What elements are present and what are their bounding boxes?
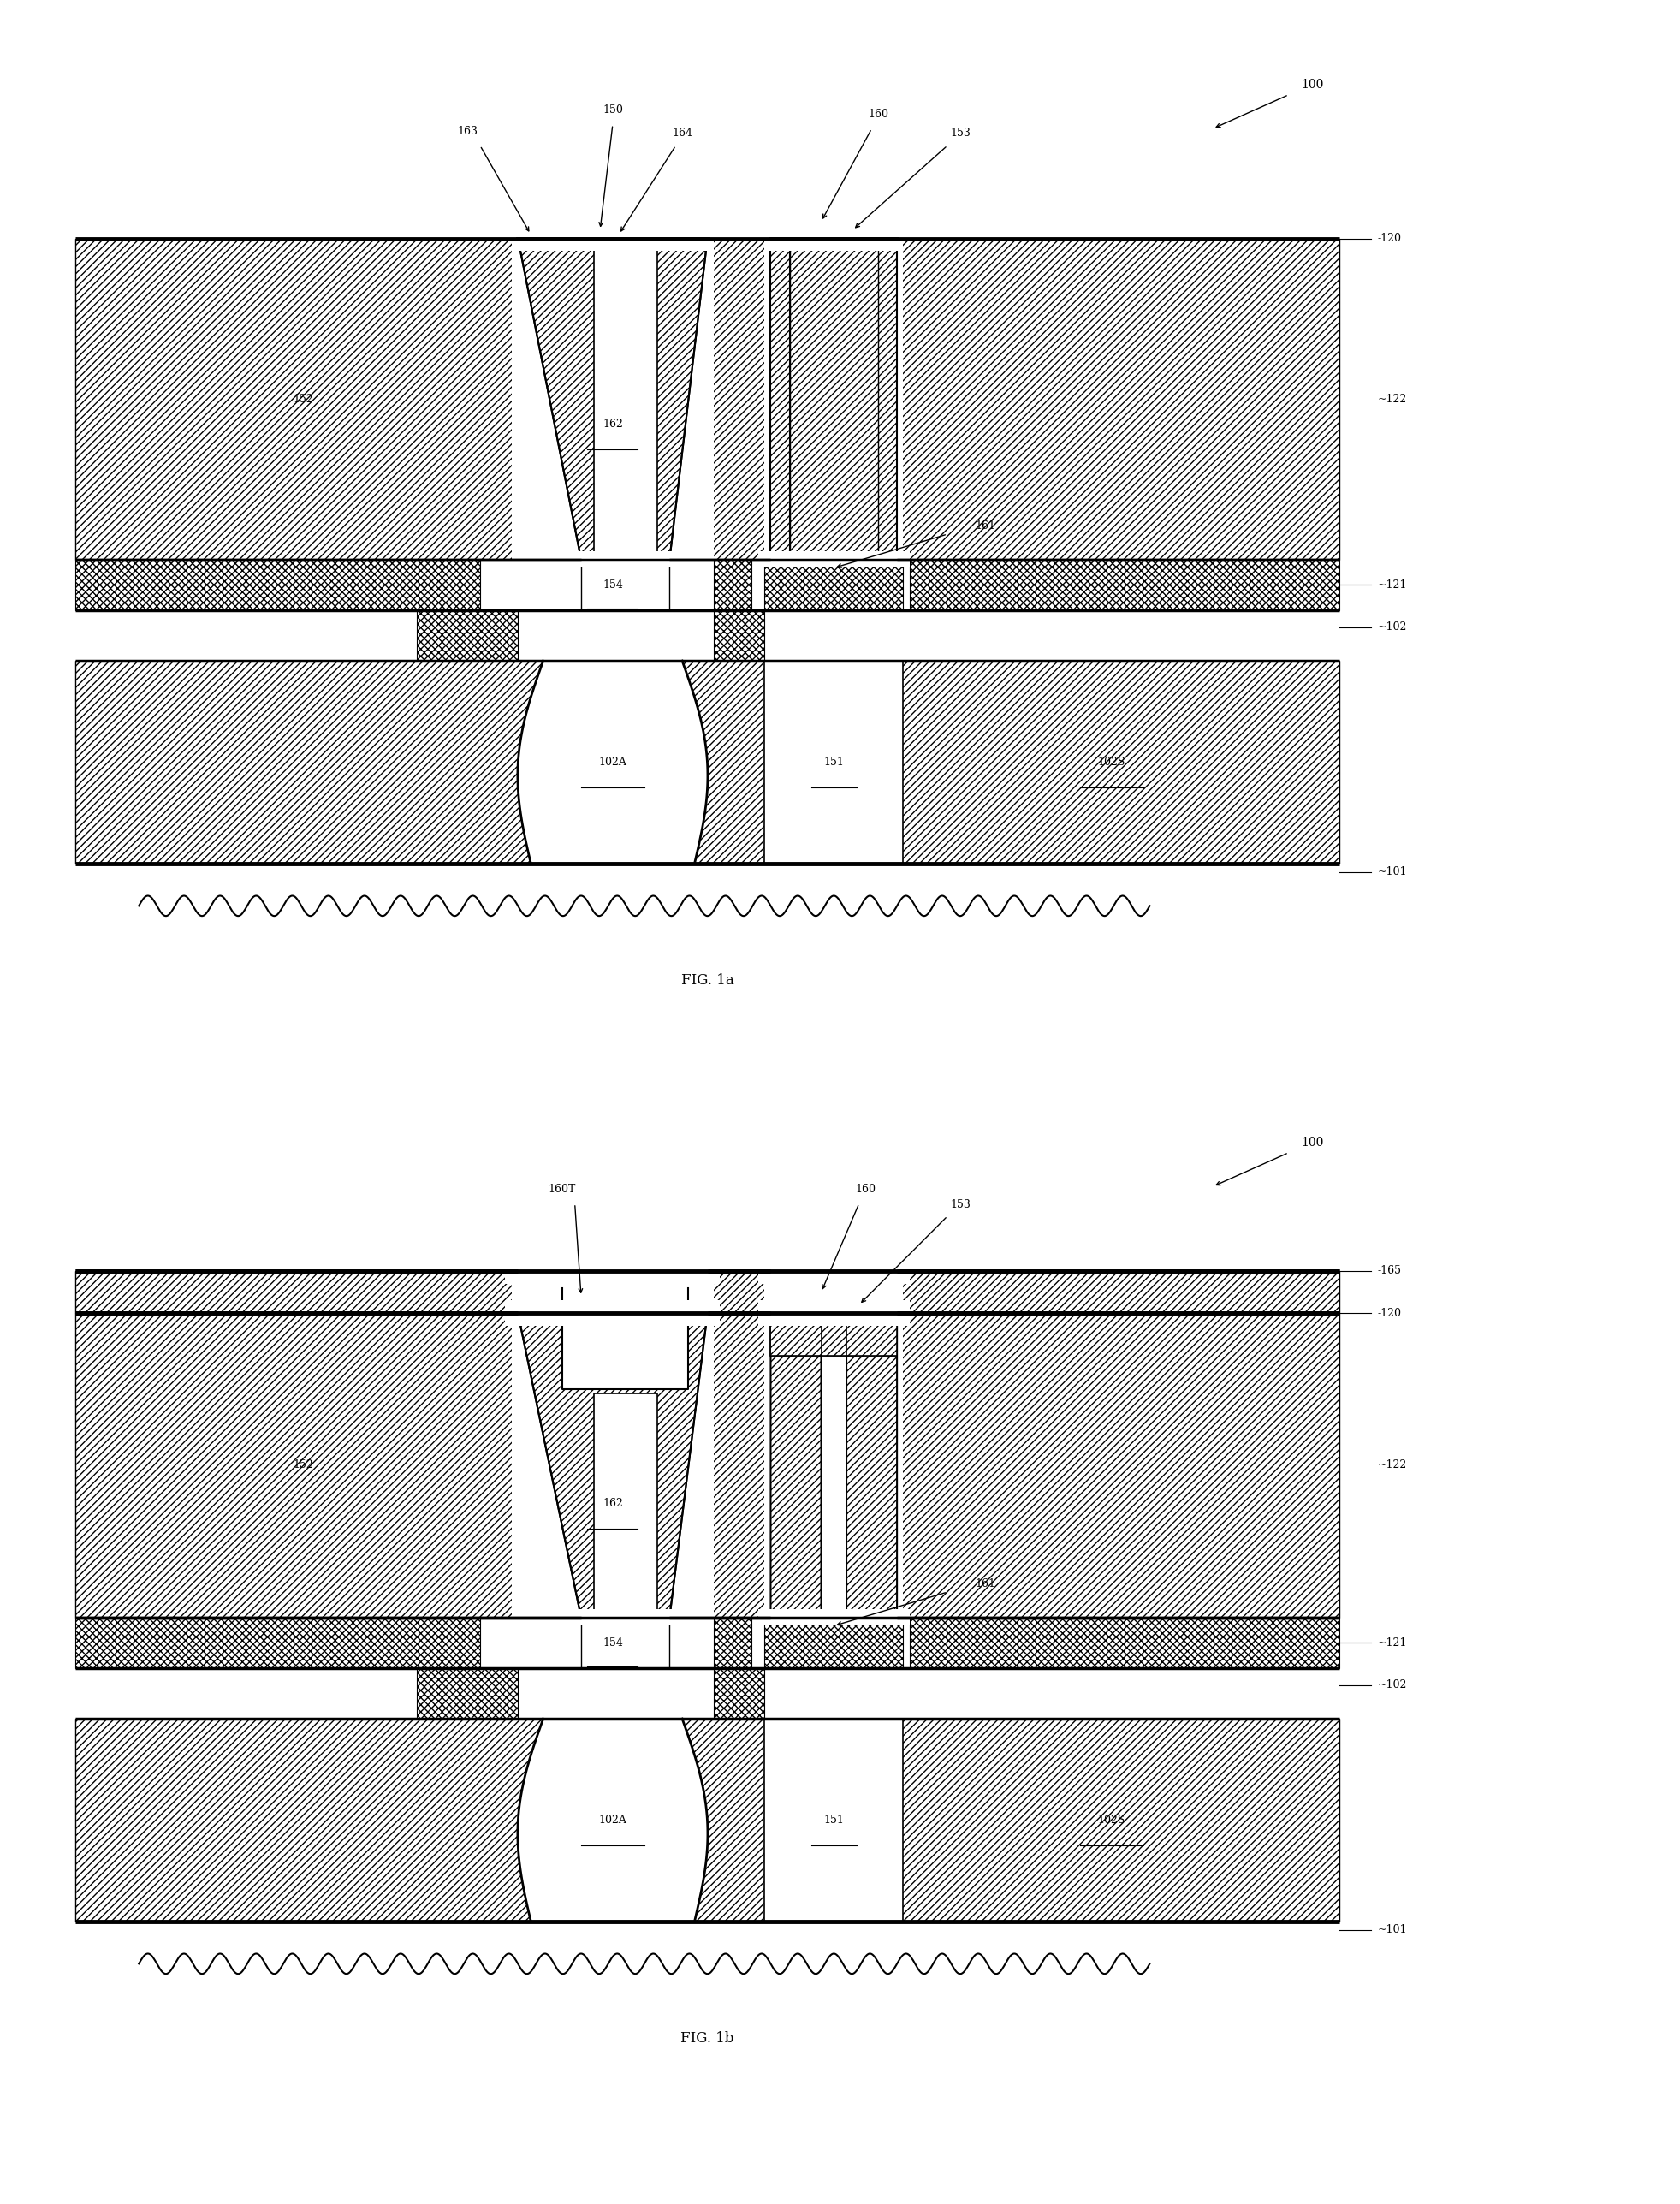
Polygon shape (847, 1314, 897, 1618)
Bar (764, 1230, 904, 1314)
Bar (568, 551, 682, 569)
Text: 163: 163 (457, 126, 477, 137)
Text: 160: 160 (869, 108, 889, 119)
Polygon shape (879, 238, 897, 560)
Bar (76, 1719, 1339, 1922)
Bar (758, 1609, 909, 1627)
Bar (790, 238, 879, 560)
Text: 154: 154 (603, 580, 623, 591)
Text: 150: 150 (603, 106, 623, 117)
Bar (506, 1258, 721, 1283)
Bar (506, 1300, 721, 1327)
Bar (822, 1314, 847, 1613)
Bar (909, 560, 1339, 611)
Text: 160: 160 (855, 1184, 875, 1195)
Bar (758, 551, 909, 569)
Bar (512, 1230, 714, 1314)
Bar (563, 1287, 689, 1389)
Bar (758, 1300, 909, 1327)
Bar (771, 1314, 897, 1355)
Polygon shape (517, 1314, 707, 1618)
Text: 151: 151 (823, 1814, 843, 1825)
Text: -120: -120 (1378, 1307, 1401, 1318)
Bar (714, 611, 764, 661)
Text: 100: 100 (1302, 1137, 1324, 1148)
Text: 162: 162 (603, 419, 623, 430)
Text: ~102: ~102 (1378, 1679, 1406, 1690)
Text: ~101: ~101 (1378, 1924, 1406, 1935)
Bar (764, 560, 904, 611)
Bar (593, 1393, 657, 1613)
Text: ~122: ~122 (1378, 392, 1406, 406)
Polygon shape (517, 238, 707, 560)
Bar (76, 661, 1339, 864)
Bar (417, 611, 517, 661)
Bar (909, 1618, 1339, 1668)
Polygon shape (517, 1719, 707, 1922)
Text: 164: 164 (672, 128, 692, 139)
Bar (568, 1609, 682, 1627)
Bar (512, 1272, 714, 1618)
Bar (512, 225, 714, 251)
Bar (417, 1668, 517, 1719)
Bar (76, 238, 1339, 560)
Bar (581, 560, 670, 611)
Text: 161: 161 (974, 520, 996, 531)
Text: 152: 152 (292, 1459, 312, 1470)
Bar (581, 1618, 670, 1668)
Text: -165: -165 (1378, 1265, 1401, 1276)
Text: 153: 153 (949, 1199, 971, 1210)
Text: 153: 153 (949, 128, 971, 139)
Bar (714, 1618, 751, 1668)
Bar (581, 560, 670, 611)
Text: 100: 100 (1302, 79, 1324, 90)
Text: 102S: 102S (1099, 1814, 1126, 1825)
Bar (758, 1258, 909, 1283)
Text: ~121: ~121 (1378, 1638, 1406, 1649)
Bar (764, 661, 904, 864)
Bar (764, 225, 904, 251)
Text: 160T: 160T (548, 1184, 576, 1195)
Bar (581, 1618, 670, 1668)
Bar (593, 242, 657, 555)
Text: ~122: ~122 (1378, 1459, 1406, 1470)
Text: 162: 162 (603, 1499, 623, 1510)
Text: ~101: ~101 (1378, 866, 1406, 877)
Bar (593, 1393, 657, 1613)
Bar (76, 560, 480, 611)
Text: 154: 154 (603, 1638, 623, 1649)
Bar (822, 1314, 847, 1613)
Text: ~121: ~121 (1378, 580, 1406, 591)
Text: ~102: ~102 (1378, 622, 1406, 633)
Text: -120: -120 (1378, 234, 1401, 245)
Bar (76, 1618, 1339, 1668)
Bar (764, 1618, 904, 1668)
Text: FIG. 1b: FIG. 1b (680, 2032, 734, 2045)
Bar (771, 1305, 897, 1355)
Text: 161: 161 (974, 1578, 996, 1589)
Bar (764, 196, 904, 560)
Bar (714, 560, 751, 611)
Polygon shape (517, 661, 707, 864)
Polygon shape (771, 238, 790, 560)
Bar (76, 1314, 1339, 1618)
Bar (764, 1719, 904, 1922)
Bar (593, 242, 657, 555)
Polygon shape (771, 1314, 822, 1618)
Bar (512, 196, 714, 560)
Bar (76, 1272, 1339, 1314)
Bar (764, 1272, 904, 1618)
Bar (714, 1668, 764, 1719)
Text: FIG. 1a: FIG. 1a (680, 974, 734, 987)
Text: 102A: 102A (598, 1814, 627, 1825)
Text: 102S: 102S (1099, 756, 1126, 767)
Bar (771, 1314, 897, 1355)
Text: 151: 151 (823, 756, 843, 767)
Bar (76, 1618, 480, 1668)
Bar (764, 661, 904, 864)
Text: 102A: 102A (598, 756, 627, 767)
Bar (76, 560, 1339, 611)
Text: 152: 152 (292, 392, 312, 406)
